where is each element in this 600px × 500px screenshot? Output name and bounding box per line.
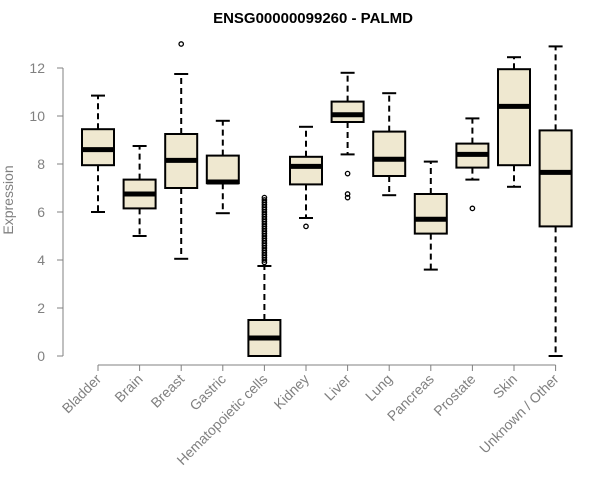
box-prostate — [455, 117, 490, 212]
box-body — [372, 130, 407, 178]
outlier-point — [344, 191, 351, 197]
x-tick-label: Kidney — [271, 371, 313, 413]
box-gastric — [205, 119, 240, 215]
outlier-point — [178, 41, 185, 47]
box-pancreas — [413, 160, 448, 271]
box-liver — [330, 71, 365, 201]
x-tick-label: Brain — [111, 371, 145, 405]
box-brain — [122, 145, 157, 237]
box-unknown-other — [538, 45, 573, 357]
y-tick-label: 0 — [37, 348, 45, 364]
y-tick-label: 8 — [37, 156, 45, 172]
y-tick-label: 2 — [37, 300, 45, 316]
box-lung — [372, 92, 407, 197]
outlier-point — [344, 170, 351, 177]
box-breast — [164, 41, 199, 260]
x-tick-label: Breast — [147, 371, 187, 411]
chart-title: ENSG00000099260 - PALMD — [213, 10, 413, 27]
outlier-point — [344, 194, 351, 201]
box-body — [413, 193, 448, 235]
x-tick-label: Liver — [321, 371, 354, 404]
outlier-point — [261, 197, 268, 203]
y-tick-label: 6 — [37, 204, 45, 220]
box-body — [497, 68, 531, 167]
outlier-point — [469, 205, 476, 212]
box-skin — [497, 56, 531, 188]
outlier-point — [303, 223, 309, 230]
y-axis: 0 2 4 6 8 10 12 — [29, 60, 64, 364]
y-tick-label: 10 — [29, 108, 45, 124]
x-tick-label: Bladder — [59, 371, 105, 417]
x-tick-label: Skin — [490, 371, 521, 402]
box-bladder — [81, 94, 115, 213]
box-kidney — [289, 125, 323, 230]
box-body — [205, 154, 240, 185]
box-body — [538, 129, 573, 228]
y-tick-label: 4 — [37, 252, 45, 268]
box-body — [330, 100, 365, 123]
y-tick-label: 12 — [29, 60, 45, 76]
box-body — [289, 155, 323, 186]
x-tick-label: Unknown / Other — [476, 371, 562, 457]
boxes-group — [81, 41, 573, 357]
outlier-point — [261, 194, 268, 201]
y-axis-label: Expression — [0, 165, 16, 234]
x-tick-label: Lung — [362, 371, 395, 404]
box-hematopoietic-cells — [247, 194, 282, 357]
x-tick-label: Prostate — [430, 371, 478, 419]
